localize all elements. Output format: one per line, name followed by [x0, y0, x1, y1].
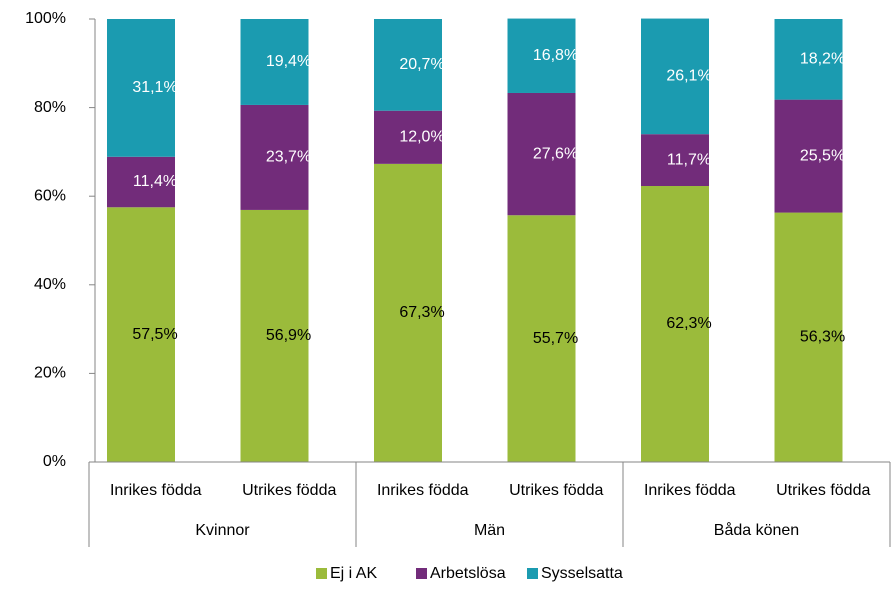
value-label: 20,7% [399, 56, 444, 73]
bar-segment [374, 163, 442, 462]
legend-label: Arbetslösa [430, 565, 506, 582]
legend-swatch [527, 568, 538, 579]
value-label: 27,6% [533, 145, 578, 162]
bar-segment [240, 19, 309, 105]
bar-segment [774, 19, 843, 100]
bar-segment [507, 215, 576, 462]
bar-segment [774, 212, 843, 462]
y-tick-label: 0% [43, 453, 66, 470]
legend-swatch [416, 568, 427, 579]
bar-segment [240, 104, 309, 210]
bar-segment [240, 209, 309, 462]
bar-segment [641, 18, 709, 135]
bar-segment [641, 134, 709, 187]
value-label: 56,3% [800, 329, 845, 346]
group-label: Kvinnor [195, 522, 250, 539]
y-tick-label: 20% [34, 365, 66, 382]
bar-segment [374, 110, 442, 164]
bar-segment [107, 207, 175, 462]
legend-label: Sysselsatta [541, 565, 623, 582]
x-tick-label: Utrikes födda [776, 482, 870, 499]
y-tick-label: 60% [34, 187, 66, 204]
x-tick-label: Inrikes födda [377, 482, 469, 499]
value-label: 55,7% [533, 330, 578, 347]
y-tick-label: 100% [25, 10, 66, 27]
legend-swatch [316, 568, 327, 579]
value-label: 23,7% [266, 149, 311, 166]
value-label: 11,7% [667, 151, 711, 168]
x-tick-label: Utrikes födda [242, 482, 336, 499]
bar-segment [774, 99, 843, 213]
x-tick-label: Utrikes födda [509, 482, 603, 499]
value-label: 26,1% [666, 68, 711, 85]
value-label: 25,5% [800, 147, 845, 164]
value-label: 67,3% [399, 304, 444, 321]
bar-segment [107, 19, 175, 157]
x-tick-label: Inrikes födda [644, 482, 736, 499]
value-label: 62,3% [666, 315, 711, 332]
value-label: 18,2% [800, 51, 845, 68]
bar-segment [641, 186, 709, 463]
value-label: 16,8% [533, 47, 578, 64]
value-label: 19,4% [266, 53, 311, 70]
x-tick-label: Inrikes födda [110, 482, 202, 499]
legend-label: Ej i AK [330, 565, 377, 582]
value-label: 11,4% [133, 173, 177, 190]
group-label: Båda könen [714, 521, 799, 539]
bar-segment [374, 19, 442, 111]
value-label: 31,1% [132, 79, 177, 96]
value-label: 56,9% [266, 327, 311, 344]
group-label: Män [474, 522, 505, 539]
bar-segment [507, 92, 576, 216]
bar-segment [507, 18, 576, 93]
y-tick-label: 80% [34, 99, 66, 116]
value-label: 12,0% [399, 128, 444, 145]
bar-segment [107, 156, 175, 208]
value-label: 57,5% [132, 326, 177, 343]
y-tick-label: 40% [34, 276, 66, 293]
